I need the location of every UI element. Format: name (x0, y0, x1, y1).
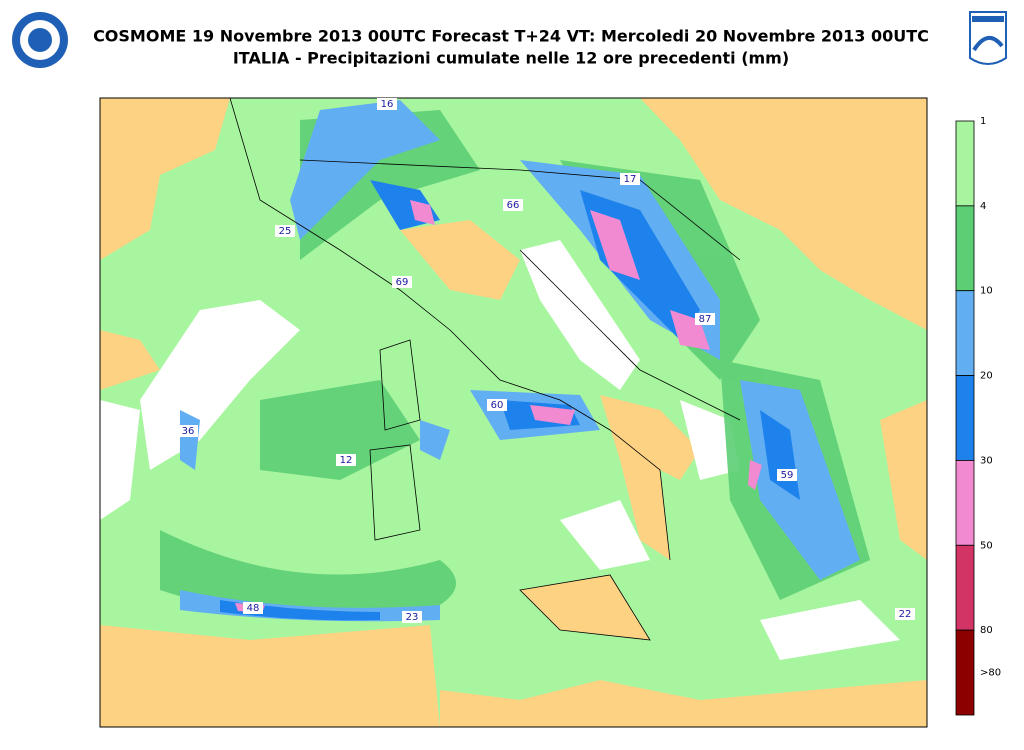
subtitle: ITALIA - Precipitazioni cumulate nelle 1… (233, 49, 789, 68)
colorbar-label: >80 (980, 668, 1001, 679)
colorbar-box (955, 544, 975, 631)
colorbar-label: 4 (980, 201, 986, 212)
max-label: 60 (491, 400, 504, 411)
max-label: 69 (396, 277, 409, 288)
max-label: 25 (279, 226, 292, 237)
max-label: 23 (406, 612, 419, 623)
label-box (243, 602, 263, 614)
maxima-labels: 16 25 66 17 69 87 60 36 12 59 48 23 22 (178, 98, 915, 623)
colorbar-label: 10 (980, 286, 993, 297)
colorbar-box (955, 205, 975, 292)
colorbar-label: 20 (980, 371, 993, 382)
label-box (402, 611, 422, 623)
max-label: 87 (699, 314, 712, 325)
colorbar-box (955, 629, 975, 716)
label-box (178, 425, 198, 437)
logo-right (969, 11, 1007, 65)
colorbar-box (955, 460, 975, 546)
colorbar-box (955, 120, 975, 207)
label-box (392, 276, 412, 288)
label-box (777, 469, 797, 481)
logo-left (12, 12, 68, 68)
max-label: 16 (381, 99, 394, 110)
colorbar-label: 50 (980, 540, 993, 551)
max-label: 12 (340, 455, 353, 466)
max-label: 48 (247, 603, 260, 614)
colorbar: 1 4 10 20 30 50 80 >80 (955, 116, 1001, 716)
label-box (487, 399, 507, 411)
colorbar-label: 1 (980, 116, 986, 127)
label-box (275, 225, 295, 237)
max-label: 17 (624, 174, 637, 185)
label-box (377, 98, 397, 110)
label-box (695, 313, 715, 325)
label-box (503, 199, 523, 211)
colorbar-box (955, 290, 975, 376)
label-box (336, 454, 356, 466)
colorbar-label: 30 (980, 455, 993, 466)
max-label: 22 (899, 609, 912, 620)
map (99, 97, 928, 728)
colorbar-label: 80 (980, 625, 993, 636)
max-label: 36 (182, 426, 195, 437)
max-label: 66 (507, 200, 520, 211)
label-box (895, 608, 915, 620)
title: COSMOME 19 Novembre 2013 00UTC Forecast … (93, 27, 929, 46)
label-box (620, 173, 640, 185)
max-label: 59 (781, 470, 794, 481)
colorbar-box (955, 375, 975, 461)
